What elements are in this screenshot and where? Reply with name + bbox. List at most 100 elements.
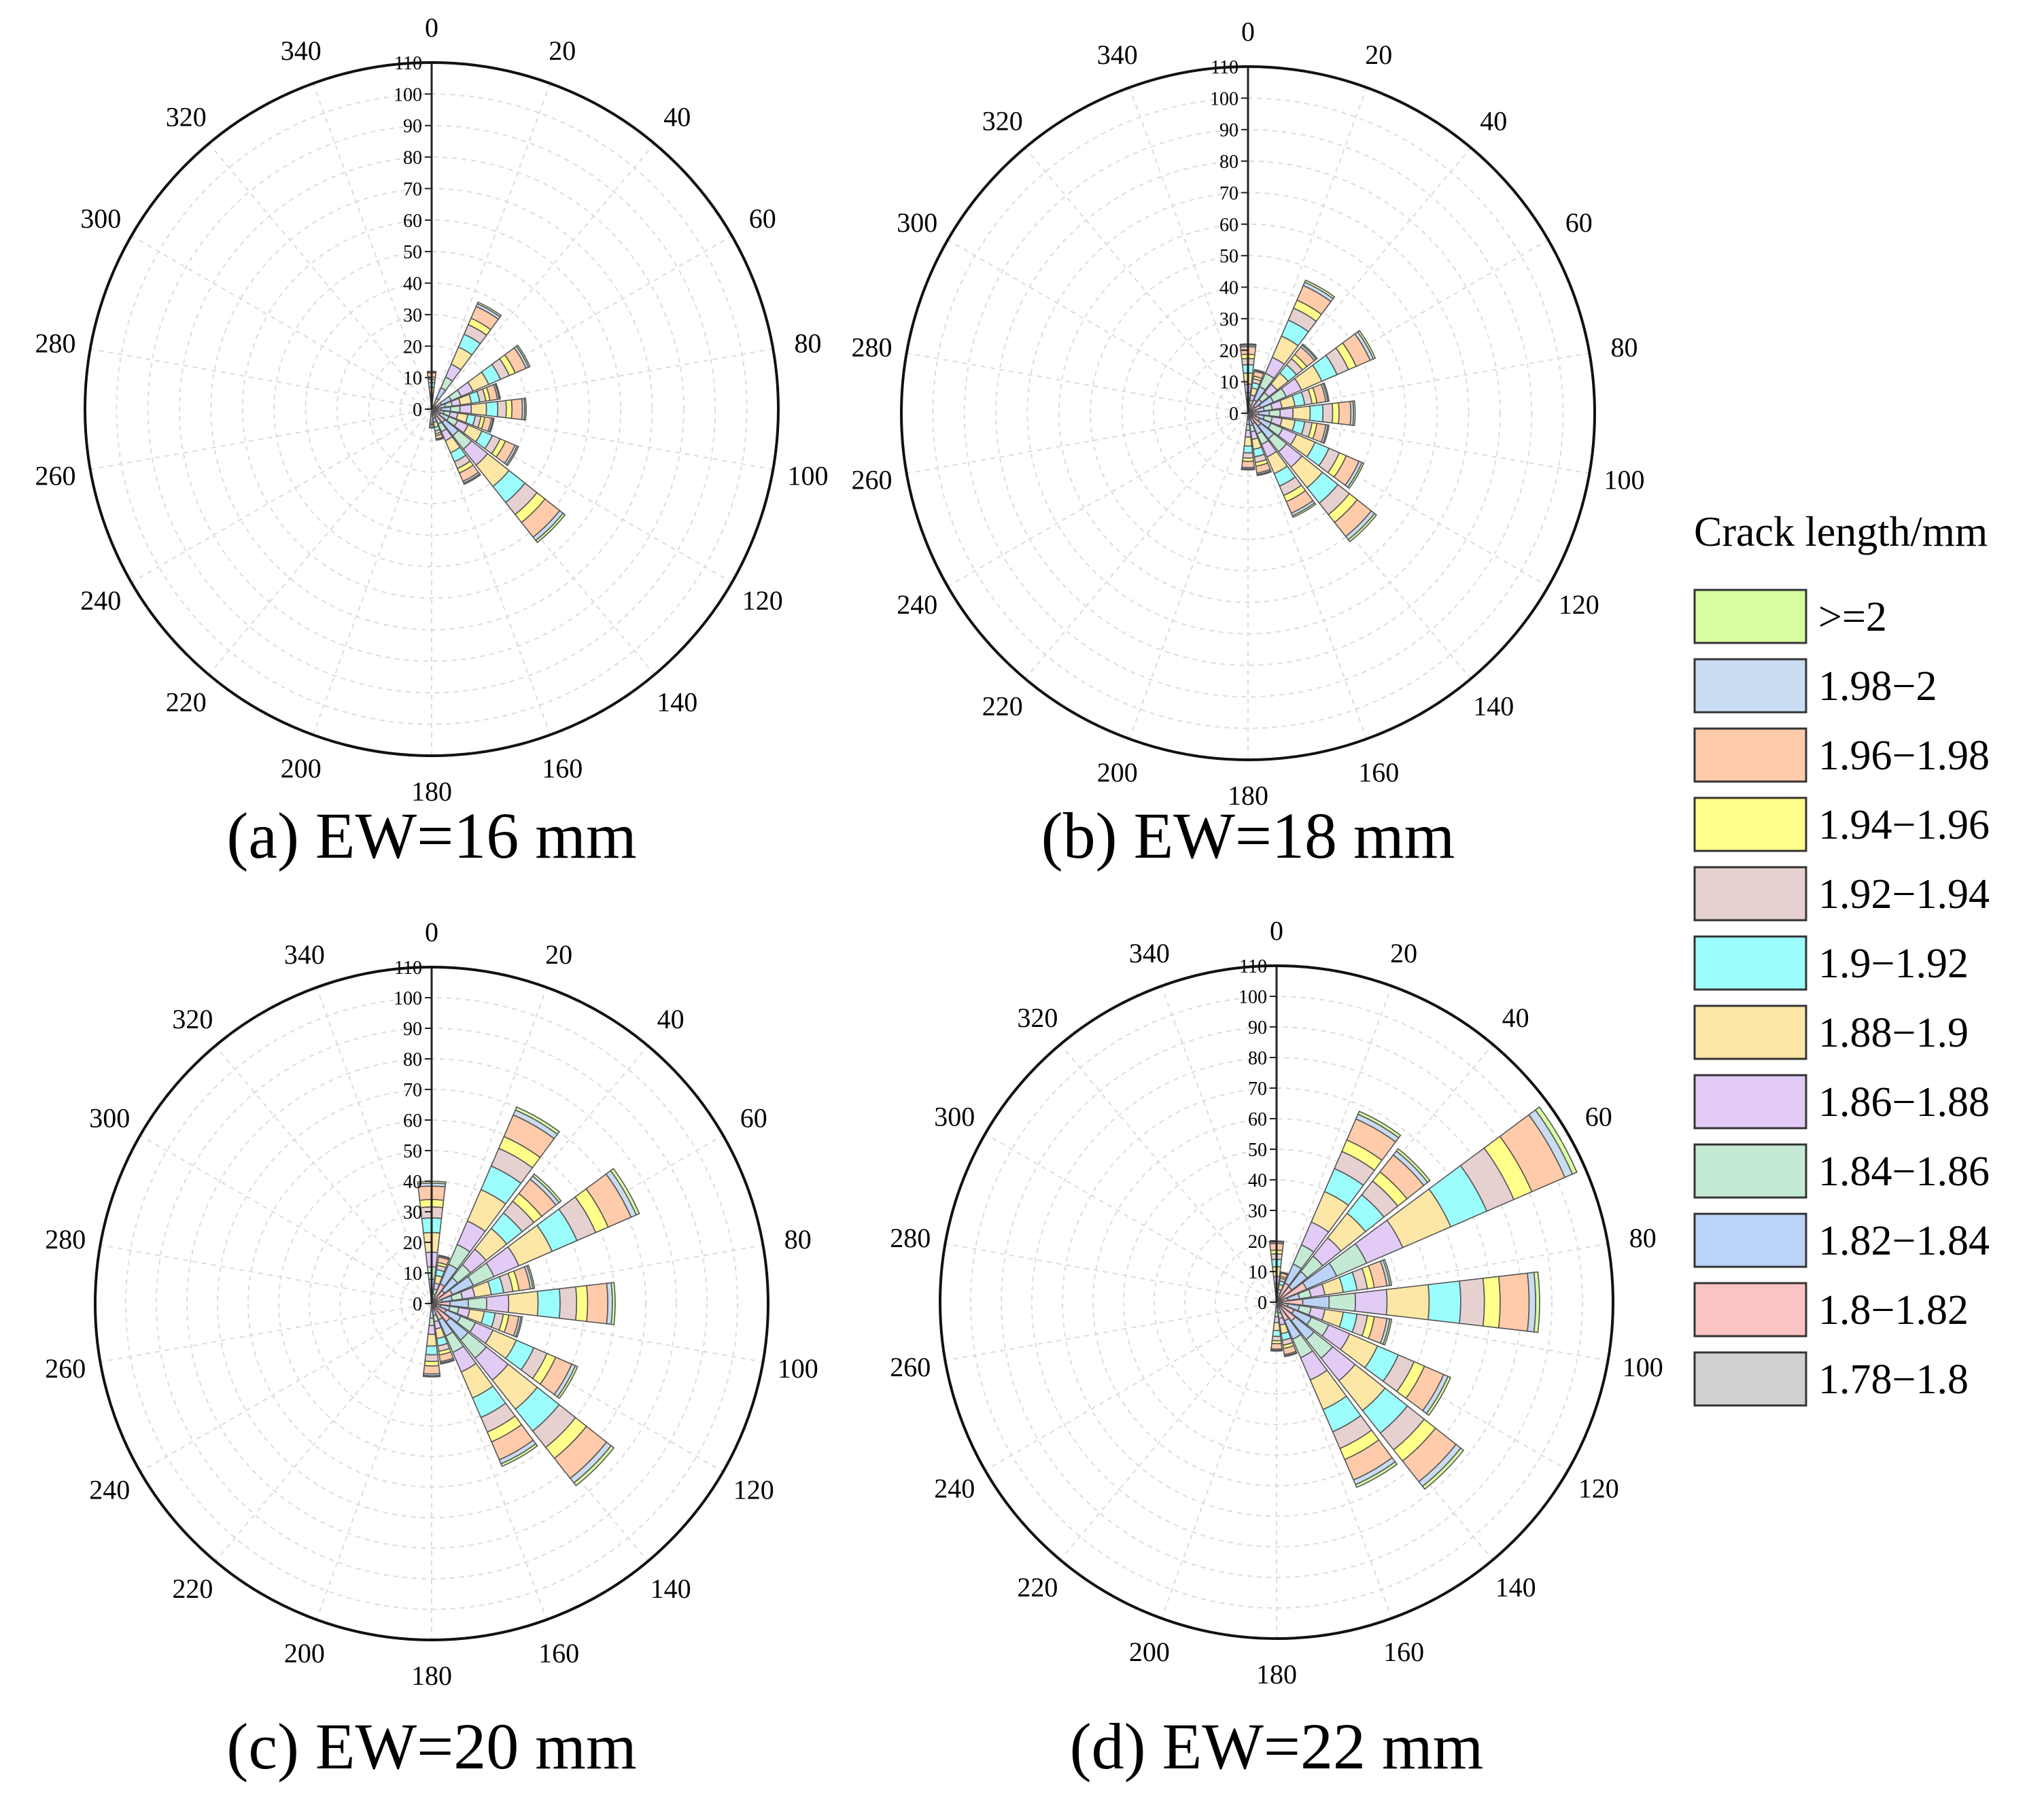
bar-180 xyxy=(1241,413,1255,471)
legend-item: 1.84−1.86 xyxy=(1693,1143,1990,1199)
angular-tick-label: 180 xyxy=(1256,1659,1297,1690)
bar-segment xyxy=(1243,445,1253,454)
bar-segment xyxy=(1268,408,1281,418)
bar-segment xyxy=(558,1286,578,1321)
angular-gridline xyxy=(1276,985,1393,1303)
bar-120 xyxy=(1247,413,1365,489)
bar-segment xyxy=(477,301,502,318)
radial-tick-label: 20 xyxy=(1248,1231,1267,1253)
angular-gridline xyxy=(1024,147,1249,414)
legend-label: 1.98−2 xyxy=(1818,663,1937,710)
bar-segment xyxy=(556,1365,578,1399)
bar-segment xyxy=(515,1106,560,1136)
bar-75 xyxy=(1276,1259,1393,1303)
angular-gridline xyxy=(431,1303,648,1562)
bar-segment xyxy=(1292,405,1311,421)
angular-tick-label: 180 xyxy=(411,1660,452,1691)
radial-tick-label: 10 xyxy=(1248,1262,1267,1283)
angular-tick-label: 120 xyxy=(1578,1473,1619,1504)
bar-segment xyxy=(1270,1342,1283,1350)
bar-segment xyxy=(467,1296,487,1311)
angular-tick-label: 160 xyxy=(1358,757,1399,788)
angular-tick-label: 280 xyxy=(45,1224,86,1255)
bar-segment xyxy=(1338,400,1352,426)
bar-segment xyxy=(470,402,487,417)
legend-swatch xyxy=(1693,797,1807,852)
radial-tick-label: 50 xyxy=(1219,246,1238,267)
angular-tick-label: 320 xyxy=(1017,1002,1058,1033)
bar-segment xyxy=(435,437,445,441)
bar-segment xyxy=(1272,1322,1281,1331)
angular-tick-label: 160 xyxy=(542,753,583,784)
bar-segment xyxy=(459,404,472,415)
bar-105 xyxy=(1247,413,1330,444)
angular-tick-label: 140 xyxy=(1473,691,1514,722)
bar-segment xyxy=(505,399,513,419)
legend-title: Crack length/mm xyxy=(1694,509,1988,555)
angular-gridline xyxy=(984,1301,1277,1471)
angular-tick-label: 0 xyxy=(1270,915,1283,946)
bar-60 xyxy=(1247,330,1376,414)
angular-gridline xyxy=(100,1303,432,1363)
polar-panel-2: 0102030405060708090100110020406080100120… xyxy=(852,16,1645,872)
bar-135 xyxy=(1276,1301,1465,1490)
angular-gridline xyxy=(431,1303,548,1620)
bar-segment xyxy=(586,1282,608,1325)
bar-segment xyxy=(1241,460,1255,468)
bar-segment xyxy=(510,398,523,421)
legend-label: 1.82−1.84 xyxy=(1818,1218,1990,1264)
legend-item: 1.98−2 xyxy=(1693,658,1937,714)
angular-tick-label: 240 xyxy=(897,589,937,620)
bar-60 xyxy=(1276,1106,1578,1303)
angular-tick-label: 0 xyxy=(425,917,438,947)
angular-tick-label: 280 xyxy=(35,328,76,358)
radial-tick-label: 50 xyxy=(403,242,422,263)
bar-segment xyxy=(428,427,435,429)
angular-gridline xyxy=(431,83,551,410)
bar-60 xyxy=(431,1168,640,1304)
bar-150 xyxy=(431,1303,538,1467)
bar-segment xyxy=(1427,1280,1461,1325)
angular-gridline xyxy=(945,1301,1277,1361)
bar-segment xyxy=(1245,423,1251,431)
angular-tick-label: 340 xyxy=(284,939,325,970)
radial-tick-label: 40 xyxy=(403,1172,422,1193)
bar-15 xyxy=(431,1254,451,1304)
legend-swatch xyxy=(1693,1351,1807,1407)
bar-segment xyxy=(1243,436,1253,447)
legend-swatch xyxy=(1693,1074,1807,1130)
angular-tick-label: 140 xyxy=(657,687,697,718)
legend-label: 1.84−1.86 xyxy=(1818,1149,1990,1195)
radial-tick-label: 0 xyxy=(413,1294,422,1315)
radial-gridline xyxy=(241,219,622,599)
bar-segment xyxy=(438,1254,451,1260)
bar-segment xyxy=(494,383,501,400)
angular-tick-label: 340 xyxy=(1097,39,1138,70)
bar-165 xyxy=(1276,1301,1298,1358)
panel-caption: (b) EW=18 mm xyxy=(1041,799,1455,872)
angular-gridline xyxy=(131,235,432,410)
radial-tick-label: 30 xyxy=(403,1202,422,1223)
angular-gridline xyxy=(208,408,432,676)
bar-150 xyxy=(1276,1301,1398,1488)
angular-tick-label: 60 xyxy=(740,1103,767,1134)
angular-tick-label: 240 xyxy=(80,585,121,616)
legend-label: 1.92−1.94 xyxy=(1818,871,1990,917)
radial-tick-label: 40 xyxy=(403,274,422,295)
angular-gridline xyxy=(906,413,1249,474)
bar-segment xyxy=(1242,452,1254,459)
angular-gridline xyxy=(431,1045,648,1304)
angular-tick-label: 140 xyxy=(1495,1572,1536,1603)
radial-tick-label: 10 xyxy=(403,1263,422,1284)
radial-tick-label: 100 xyxy=(394,84,422,105)
angular-tick-label: 20 xyxy=(549,35,576,66)
legend-item: 1.82−1.84 xyxy=(1693,1212,1990,1268)
angular-tick-label: 300 xyxy=(80,203,121,234)
bar-segment xyxy=(1357,330,1376,360)
bar-segment xyxy=(1534,1106,1578,1175)
legend-item: 1.94−1.96 xyxy=(1693,797,1990,852)
angular-gridline xyxy=(945,1243,1277,1303)
legend-swatch xyxy=(1693,866,1807,922)
bar-segment xyxy=(536,1288,561,1319)
radial-tick-label: 100 xyxy=(1238,987,1267,1008)
